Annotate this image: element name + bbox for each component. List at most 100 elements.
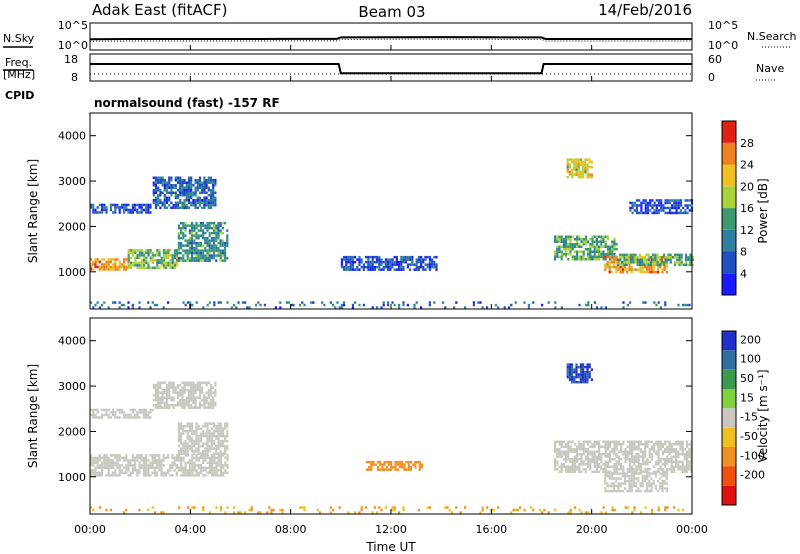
- data-cell: [198, 179, 202, 182]
- data-cell: [221, 254, 224, 257]
- data-cell: [127, 266, 130, 270]
- data-cell: [579, 163, 582, 166]
- data-cell: [182, 224, 185, 227]
- data-cell: [208, 456, 211, 460]
- data-cell: [587, 250, 590, 253]
- data-cell: [185, 196, 188, 199]
- data-cell: [105, 466, 108, 470]
- data-cell: [406, 265, 409, 269]
- data-cell: [587, 450, 590, 453]
- data-cell: [645, 261, 648, 264]
- data-cell: [422, 258, 425, 261]
- data-cell: [354, 268, 357, 271]
- data-cell: [131, 464, 134, 467]
- data-cell: [187, 194, 191, 197]
- data-cell: [562, 450, 565, 453]
- data-cell: [206, 244, 209, 247]
- data-cell: [340, 265, 343, 269]
- data-cell: [595, 468, 598, 471]
- data-cell: [622, 440, 625, 443]
- data-cell: [175, 471, 178, 475]
- data-cell: [560, 465, 563, 468]
- data-cell: [567, 448, 570, 451]
- data-cell: [626, 260, 629, 264]
- data-cell: [571, 175, 574, 179]
- data-cell: [154, 179, 158, 182]
- data-cell: [103, 466, 106, 470]
- data-cell: [598, 465, 601, 468]
- data-cell: [187, 199, 191, 202]
- data-cell: [647, 258, 650, 262]
- data-cell: [556, 455, 559, 458]
- data-cell: [215, 429, 218, 433]
- data-cell: [162, 511, 165, 514]
- data-cell: [107, 456, 110, 460]
- data-cell: [613, 472, 616, 475]
- data-cell: [569, 448, 572, 451]
- data-cell: [631, 470, 634, 473]
- data-cell: [142, 474, 145, 477]
- data-cell: [199, 259, 202, 262]
- data-cell: [591, 235, 594, 238]
- data-cell: [554, 238, 557, 241]
- data-cell: [666, 468, 669, 471]
- data-cell: [615, 477, 618, 480]
- data-cell: [582, 253, 585, 256]
- data-cell: [204, 452, 207, 455]
- data-cell: [209, 391, 213, 394]
- data-cell: [615, 445, 618, 448]
- data-cell: [613, 465, 616, 468]
- data-cell: [629, 206, 632, 210]
- data-cell: [92, 211, 95, 214]
- data-cell: [579, 375, 582, 379]
- data-cell: [191, 427, 194, 430]
- data-cell: [351, 265, 354, 269]
- data-cell: [635, 440, 638, 443]
- data-cell: [193, 241, 196, 245]
- data-cell: [428, 260, 431, 264]
- data-cell: [578, 468, 581, 471]
- data-cell: [393, 263, 396, 266]
- data-cell: [681, 468, 684, 471]
- data-cell: [639, 489, 642, 493]
- data-cell: [370, 463, 373, 466]
- data-cell: [114, 474, 117, 477]
- data-cell: [189, 471, 192, 475]
- data-cell: [378, 268, 381, 271]
- data-cell: [613, 453, 616, 456]
- data-cell: [190, 176, 193, 179]
- data-cell: [634, 258, 637, 262]
- data-cell: [595, 240, 598, 243]
- data-cell: [191, 464, 194, 467]
- data-cell: [573, 455, 576, 458]
- data-cell: [198, 184, 202, 187]
- data-cell: [486, 506, 489, 509]
- data-cell: [367, 263, 370, 266]
- data-cell: [219, 259, 222, 262]
- data-cell: [193, 442, 196, 445]
- data-cell: [180, 229, 183, 232]
- data-cell: [587, 448, 590, 451]
- data-cell: [129, 211, 132, 214]
- data-cell: [340, 303, 343, 307]
- data-cell: [668, 450, 671, 453]
- data-cell: [580, 463, 583, 466]
- data-cell: [199, 432, 202, 435]
- data-cell: [118, 416, 121, 419]
- data-cell: [215, 234, 218, 237]
- data-cell: [181, 389, 184, 392]
- data-cell: [142, 416, 145, 419]
- data-cell: [187, 404, 191, 407]
- data-cell: [209, 189, 213, 192]
- data-cell: [664, 458, 667, 461]
- data-cell: [595, 255, 598, 258]
- data-cell: [214, 384, 217, 387]
- data-cell: [609, 258, 612, 261]
- data-cell: [391, 263, 394, 266]
- data-cell: [112, 408, 115, 412]
- data-cell: [530, 506, 533, 509]
- data-cell: [683, 458, 686, 461]
- data-cell: [206, 461, 209, 465]
- data-cell: [673, 201, 676, 205]
